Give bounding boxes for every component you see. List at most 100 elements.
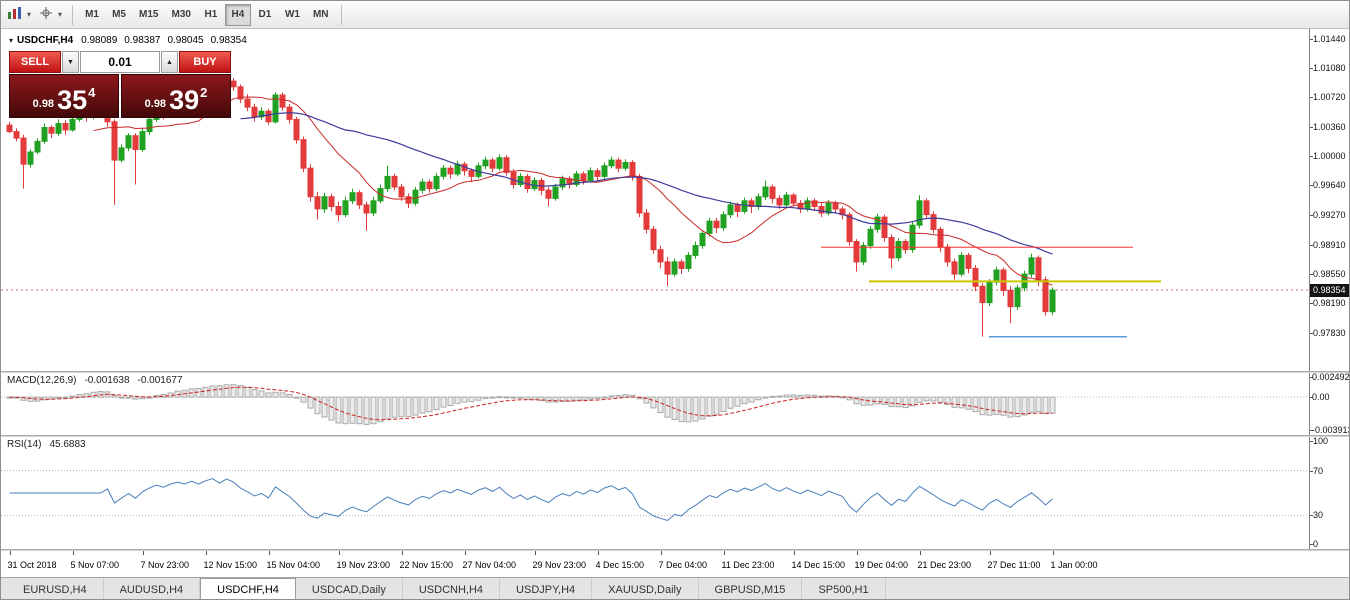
tab-xauusd-daily[interactable]: XAUUSD,Daily	[592, 578, 699, 599]
sell-price-pip: 4	[88, 85, 96, 100]
chart-tab-bar: EURUSD,H4 AUDUSD,H4 USDCHF,H4 USDCAD,Daily U…	[1, 577, 1349, 599]
pane-splitter[interactable]	[1, 549, 1349, 551]
time-axis-tick	[72, 551, 74, 555]
one-click-trading-toggle[interactable]: ▾	[9, 36, 14, 45]
time-axis-tick	[723, 551, 725, 555]
sell-button[interactable]: SELL	[9, 51, 61, 73]
time-axis-label: 12 Nov 15:00	[203, 560, 258, 570]
price-axis-label: 0.98190	[1313, 298, 1346, 309]
tab-sp500-h1[interactable]: SP500,H1	[802, 578, 886, 599]
tab-audusd-h4[interactable]: AUDUSD,H4	[104, 578, 201, 599]
price-axis-label: 0.99270	[1313, 210, 1346, 221]
time-axis[interactable]: 31 Oct 2018 5 Nov 07:00 7 Nov 23:00 12 Nov …	[1, 551, 1349, 577]
time-axis-label: 7 Dec 04:00	[658, 560, 708, 570]
rsi-value: 45.6883	[49, 439, 86, 450]
timeframe-button-mn[interactable]: MN	[312, 9, 329, 20]
symbol-label: USDCHF,H4	[17, 35, 74, 46]
axis-tick	[1310, 397, 1313, 399]
axis-tick	[1310, 97, 1313, 99]
tab-usdjpy-h4[interactable]: USDJPY,H4	[500, 578, 593, 599]
volume-increase-button[interactable]: ▲	[161, 51, 178, 73]
crosshair-icon	[38, 6, 54, 23]
price-axis-label: 0.98910	[1313, 239, 1346, 250]
rsi-chart[interactable]	[1, 437, 1309, 549]
timeframe-button-m5[interactable]: M5	[112, 9, 126, 20]
time-axis-label: 4 Dec 15:00	[595, 560, 645, 570]
volume-input[interactable]: 0.01	[80, 51, 160, 73]
macd-axis-label: -0.003913	[1312, 425, 1350, 435]
time-axis-label: 27 Dec 11:00	[987, 560, 1041, 570]
axis-tick	[1310, 68, 1313, 70]
timeframe-button-h4[interactable]: H4	[224, 3, 251, 26]
macd-axis[interactable]: 0.002492 0.00 -0.003913	[1309, 372, 1350, 435]
macd-axis-label: 0.002492	[1312, 372, 1350, 382]
tab-gbpusd-m15[interactable]: GBPUSD,M15	[699, 578, 803, 599]
macd-value-signal: -0.001677	[137, 375, 183, 386]
macd-chart[interactable]	[1, 373, 1309, 435]
rsi-axis-label: 30	[1313, 510, 1324, 521]
buy-button[interactable]: BUY	[179, 51, 231, 73]
tab-eurusd-h4[interactable]: EURUSD,H4	[7, 578, 104, 599]
time-axis-tick	[464, 551, 466, 555]
rsi-svg	[1, 470, 1309, 522]
time-axis-label: 11 Dec 23:00	[721, 560, 775, 570]
timeframe-button-d1[interactable]: D1	[258, 9, 272, 20]
price-axis-label: 1.01440	[1313, 33, 1346, 44]
time-axis-label: 27 Nov 04:00	[462, 560, 517, 570]
ma-slow-line	[240, 112, 1053, 255]
toolbar-separator	[340, 4, 342, 25]
axis-tick	[1310, 303, 1313, 305]
candlestick-chart[interactable]	[1, 29, 1309, 371]
time-axis-label: 1 Jan 00:00	[1050, 560, 1098, 570]
axis-tick	[1310, 274, 1313, 276]
time-axis-label: 19 Nov 23:00	[336, 560, 391, 570]
timeframe-button-group: M1 M5 M15 M30 H1 H4 D1 W1 MN	[79, 3, 334, 26]
chevron-down-icon[interactable]: ▾	[58, 10, 63, 19]
sell-price-main: 35	[57, 85, 88, 115]
sell-price-display[interactable]: 0.98 35 4	[9, 74, 119, 118]
time-axis-label: 14 Dec 15:00	[791, 560, 846, 570]
chevron-down-icon[interactable]: ▾	[27, 10, 32, 19]
time-axis-label: 15 Nov 04:00	[266, 560, 321, 570]
buy-price-display[interactable]: 0.98 39 2	[121, 74, 231, 118]
pane-splitter[interactable]	[1, 371, 1349, 373]
time-axis-tick	[1052, 551, 1054, 555]
timeframe-button-w1[interactable]: W1	[284, 9, 300, 20]
timeframe-button-h1[interactable]: H1	[204, 9, 218, 20]
time-axis-label: 21 Dec 23:00	[917, 560, 972, 570]
timeframe-button-m30[interactable]: M30	[171, 9, 191, 20]
axis-tick	[1310, 377, 1313, 378]
price-axis-label: 0.99640	[1313, 180, 1346, 191]
ma-fast-line	[93, 96, 1053, 286]
ohlc-open: 0.98089	[81, 35, 118, 46]
macd-svg	[1, 384, 1309, 425]
chart-type-button[interactable]	[4, 4, 26, 26]
buy-price-pip: 2	[200, 85, 208, 100]
axis-tick	[1310, 38, 1313, 40]
volume-decrease-button[interactable]: ▼	[62, 51, 79, 73]
tab-usdcnh-h4[interactable]: USDCNH,H4	[403, 578, 501, 599]
axis-tick	[1310, 470, 1313, 472]
timeframe-button-m1[interactable]: M1	[85, 9, 99, 20]
time-axis-tick	[9, 551, 11, 555]
one-click-trading-widget: SELL ▼ 0.01 ▲ BUY 0.98 35 4 0.98 39 2	[9, 51, 231, 118]
ohlc-low: 0.98045	[167, 35, 204, 46]
rsi-axis[interactable]: 100 70 30 0	[1309, 436, 1349, 549]
time-axis-label: 31 Oct 2018	[7, 560, 57, 570]
main-chart-pane: ▾ USDCHF,H4 0.98089 0.98387 0.98045 0.98…	[1, 29, 1349, 371]
tab-usdcad-daily[interactable]: USDCAD,Daily	[296, 578, 403, 599]
price-axis[interactable]: 1.01440 1.01080 1.00720 1.00360 1.00000 0.996…	[1309, 29, 1349, 371]
current-price-badge: 0.98354	[1310, 283, 1349, 297]
timeframe-button-m15[interactable]: M15	[139, 9, 159, 20]
rsi-axis-label: 0	[1313, 539, 1319, 549]
price-axis-label: 0.97830	[1313, 327, 1346, 338]
buy-price-main: 39	[169, 85, 200, 115]
chart-header: ▾ USDCHF,H4 0.98089 0.98387 0.98045 0.98…	[9, 35, 254, 46]
time-axis-label: 22 Nov 15:00	[399, 560, 454, 570]
rsi-axis-label: 100	[1313, 436, 1329, 446]
pane-splitter[interactable]	[1, 435, 1349, 437]
tab-usdchf-h4[interactable]: USDCHF,H4	[200, 578, 296, 599]
time-axis-tick	[534, 551, 536, 555]
drawing-tools-button[interactable]	[35, 4, 57, 26]
time-axis-label: 19 Dec 04:00	[854, 560, 909, 570]
